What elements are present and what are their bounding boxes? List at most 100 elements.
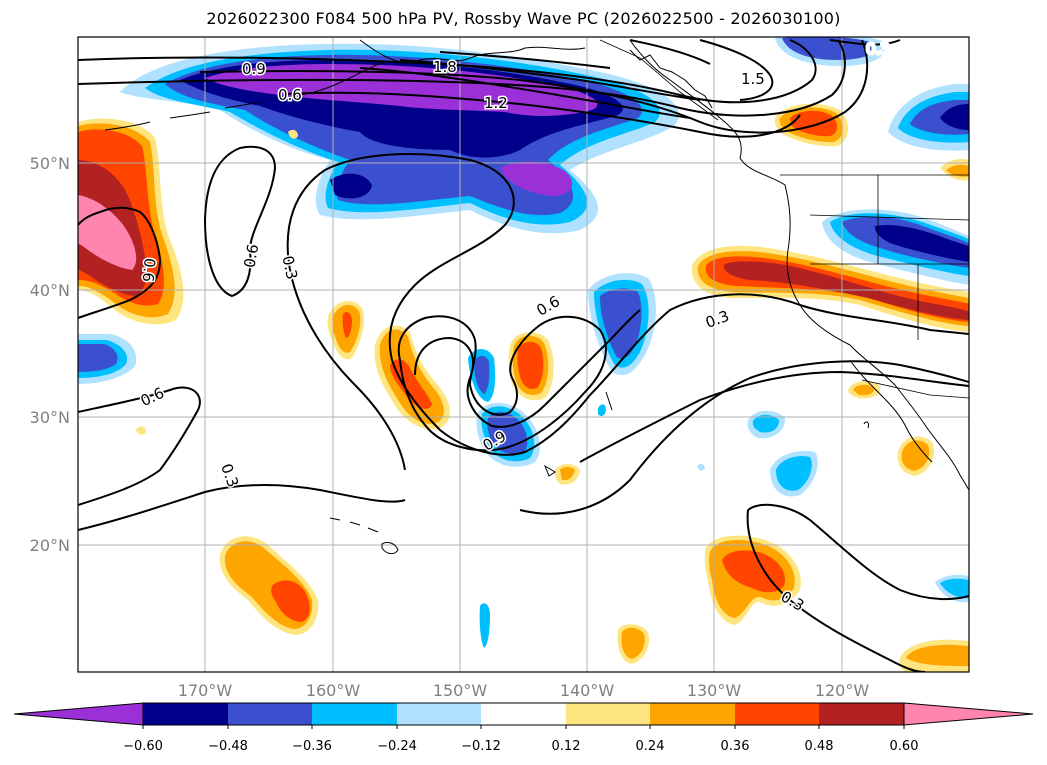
contour-label: 0.3 bbox=[866, 40, 890, 58]
lat-label: 40°N bbox=[30, 281, 70, 300]
negative-anomaly-south bbox=[776, 456, 812, 491]
contour-label: 0.6 bbox=[278, 86, 302, 104]
colorbar-ticks bbox=[142, 725, 905, 729]
positive-anomaly-south bbox=[560, 467, 575, 481]
contour-line bbox=[399, 59, 701, 101]
contour-line bbox=[78, 386, 201, 506]
positive-anomaly-145w bbox=[517, 341, 544, 389]
negative-anomaly-central bbox=[474, 356, 490, 394]
positive-anomaly-ne bbox=[946, 164, 969, 177]
colorbar-tick-label: −0.12 bbox=[461, 739, 501, 754]
negative-anomaly-west bbox=[78, 344, 118, 372]
colorbar-segment bbox=[819, 703, 904, 725]
colorbar-tick-label: −0.48 bbox=[208, 739, 248, 754]
colorbar-segment bbox=[481, 703, 566, 725]
contour-line bbox=[199, 39, 869, 134]
contour-label: 1.8 bbox=[433, 58, 457, 76]
positive-anomaly-baja bbox=[901, 440, 930, 471]
colorbar-extend-low bbox=[13, 702, 144, 726]
map-frame bbox=[77, 36, 970, 673]
negative-anomaly-south bbox=[752, 414, 779, 433]
colorbar-tick-label: 0.48 bbox=[805, 739, 834, 754]
negative-anomaly-south bbox=[598, 404, 606, 417]
positive-anomaly-160w bbox=[342, 312, 352, 338]
contour-line bbox=[629, 39, 711, 65]
colorbar-tick-label: −0.60 bbox=[123, 739, 163, 754]
contour-label: 1.5 bbox=[741, 70, 765, 88]
contour-line bbox=[203, 145, 277, 298]
positive-anomaly-south bbox=[288, 129, 298, 139]
colorbar-extend-high bbox=[903, 702, 1034, 726]
small-island bbox=[543, 391, 869, 477]
colorbar-segment bbox=[228, 703, 312, 725]
positive-anomaly-ne bbox=[790, 110, 838, 137]
contour-line bbox=[78, 206, 162, 319]
lon-label: 160°W bbox=[306, 681, 361, 700]
colorbar-segment bbox=[566, 703, 650, 725]
lon-label: 130°W bbox=[687, 681, 742, 700]
contour-label: 0.6 bbox=[139, 257, 159, 282]
lon-label: 140°W bbox=[560, 681, 615, 700]
gridlines bbox=[78, 37, 969, 672]
colorbar-tick-label: −0.36 bbox=[292, 739, 332, 754]
map-content: 0.9 1.8 0.6 1.2 1.5 0.3 0.6 0.3 0.6 0.6 … bbox=[78, 37, 969, 672]
positive-anomaly-baja bbox=[853, 384, 875, 396]
negative-anomaly-oregon bbox=[874, 224, 969, 262]
latitude-labels: 50°N 40°N 30°N 20°N bbox=[30, 154, 70, 555]
contour-line bbox=[78, 484, 406, 531]
colorbar-tick-label: 0.12 bbox=[552, 739, 581, 754]
negative-anomaly-north bbox=[330, 173, 372, 199]
colorbar-segment bbox=[735, 703, 819, 725]
colorbar-segment bbox=[312, 703, 397, 725]
negative-anomaly-140w bbox=[600, 288, 642, 359]
longitude-labels: 170°W 160°W 150°W 140°W 130°W 120°W bbox=[178, 681, 870, 700]
positive-anomaly-south bbox=[906, 644, 969, 666]
contour-label: 0.9 bbox=[242, 60, 266, 78]
colorbar-segment bbox=[143, 703, 228, 725]
colorbar-segment bbox=[397, 703, 481, 725]
contour-line bbox=[746, 509, 926, 672]
negative-anomaly-south bbox=[697, 463, 705, 471]
positive-anomaly-south bbox=[271, 580, 310, 622]
positive-anomaly-south bbox=[136, 426, 146, 435]
positive-anomaly-south bbox=[722, 550, 786, 593]
alaska-peninsula bbox=[299, 61, 386, 96]
lat-label: 20°N bbox=[30, 536, 70, 555]
negative-anomaly-south bbox=[940, 578, 969, 599]
contour-line bbox=[286, 153, 969, 471]
lon-label: 150°W bbox=[433, 681, 488, 700]
contour-label: 1.2 bbox=[484, 94, 508, 112]
hawaii bbox=[329, 517, 399, 555]
colorbar-tick-label: 0.36 bbox=[721, 739, 750, 754]
north-america-coast bbox=[629, 39, 969, 491]
lat-label: 30°N bbox=[30, 408, 70, 427]
contour-line bbox=[399, 315, 607, 452]
positive-anomaly-155w bbox=[390, 359, 432, 409]
colorbar-tick-label: 0.24 bbox=[636, 739, 665, 754]
aleutians bbox=[104, 101, 263, 131]
lon-label: 170°W bbox=[178, 681, 233, 700]
negative-anomaly-south bbox=[479, 603, 490, 648]
colorbar-segment bbox=[650, 703, 735, 725]
contour-line bbox=[284, 91, 801, 138]
contour-line bbox=[699, 39, 774, 101]
lat-label: 50°N bbox=[30, 154, 70, 173]
contour-line bbox=[829, 39, 901, 46]
positive-anomaly-130w bbox=[723, 261, 969, 320]
negative-anomaly-north bbox=[500, 161, 573, 196]
pc-contours bbox=[78, 39, 969, 672]
contour-line bbox=[414, 336, 546, 428]
contour-line bbox=[359, 67, 691, 119]
contour-line bbox=[747, 503, 969, 601]
islands bbox=[629, 49, 713, 109]
contour-line bbox=[439, 51, 611, 69]
chart-title: 2026022300 F084 500 hPa PV, Rossby Wave … bbox=[206, 9, 841, 28]
colorbar: −0.60 −0.48 −0.36 −0.24 −0.12 0.12 0.24 … bbox=[13, 702, 1034, 754]
colorbar-tick-label: 0.60 bbox=[890, 739, 919, 754]
negative-anomaly-ne bbox=[940, 104, 969, 130]
baja-coast bbox=[849, 359, 933, 463]
positive-anomaly-south bbox=[621, 627, 645, 659]
colorbar-tick-label: −0.24 bbox=[377, 739, 417, 754]
contour-line bbox=[544, 309, 641, 406]
